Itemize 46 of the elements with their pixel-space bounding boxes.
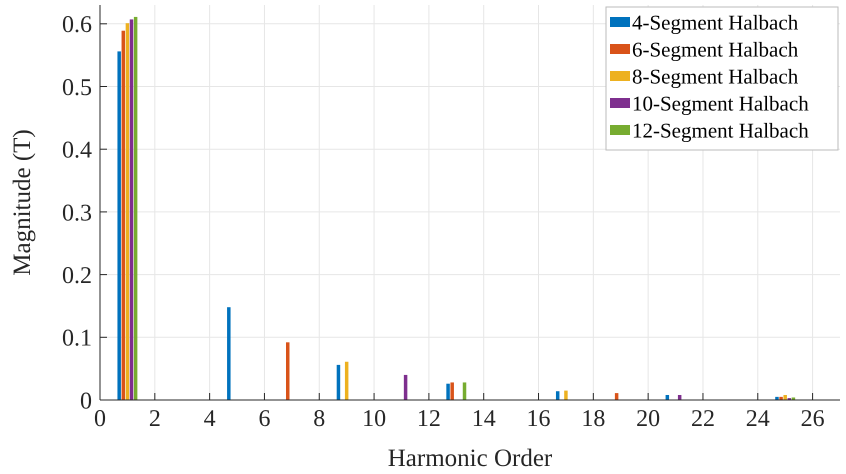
bar [678,394,682,400]
legend-label: 12-Segment Halbach [632,118,810,142]
y-tick-label: 0.6 [62,12,92,38]
bar [126,23,130,400]
bar [462,382,466,400]
x-tick-label: 4 [204,406,216,432]
y-tick-label: 0.4 [62,138,92,164]
y-tick-label: 0 [80,388,92,414]
x-tick-label: 24 [746,406,770,432]
bar [286,342,290,400]
bar [783,394,787,400]
legend-label: 6-Segment Halbach [632,37,799,62]
bar [614,393,618,400]
x-tick-label: 18 [581,406,606,432]
x-tick-label: 8 [313,406,326,432]
x-tick-label: 12 [416,406,441,432]
bar [446,384,450,400]
x-axis-title: Harmonic Order [388,445,553,472]
bar [134,16,138,400]
x-tick-label: 16 [526,406,551,432]
bar [666,394,670,400]
y-tick-label: 0.1 [62,326,92,352]
y-tick-label: 0.2 [62,263,92,290]
bar [122,30,126,400]
y-axis-title: Magnitude (T) [9,129,36,276]
x-tick-label: 10 [362,406,386,432]
bar [450,382,454,400]
x-tick-label: 6 [258,406,270,432]
x-tick-label: 14 [472,406,496,432]
bar [556,391,560,400]
x-tick-label: 20 [636,406,660,432]
bar [344,362,348,400]
bar [117,51,121,400]
legend-label: 4-Segment Halbach [632,10,799,34]
legend-label: 10-Segment Halbach [632,91,810,116]
legend-label: 8-Segment Halbach [632,64,799,88]
y-tick-label: 0.3 [62,200,92,226]
bar [404,374,408,400]
x-tick-label: 2 [148,406,161,432]
bar [336,364,340,400]
bar [130,19,134,400]
bar [227,307,231,400]
bar [564,390,568,400]
y-tick-label: 0.5 [62,74,92,101]
x-tick-label: 26 [800,406,825,432]
x-tick-label: 22 [690,406,715,432]
